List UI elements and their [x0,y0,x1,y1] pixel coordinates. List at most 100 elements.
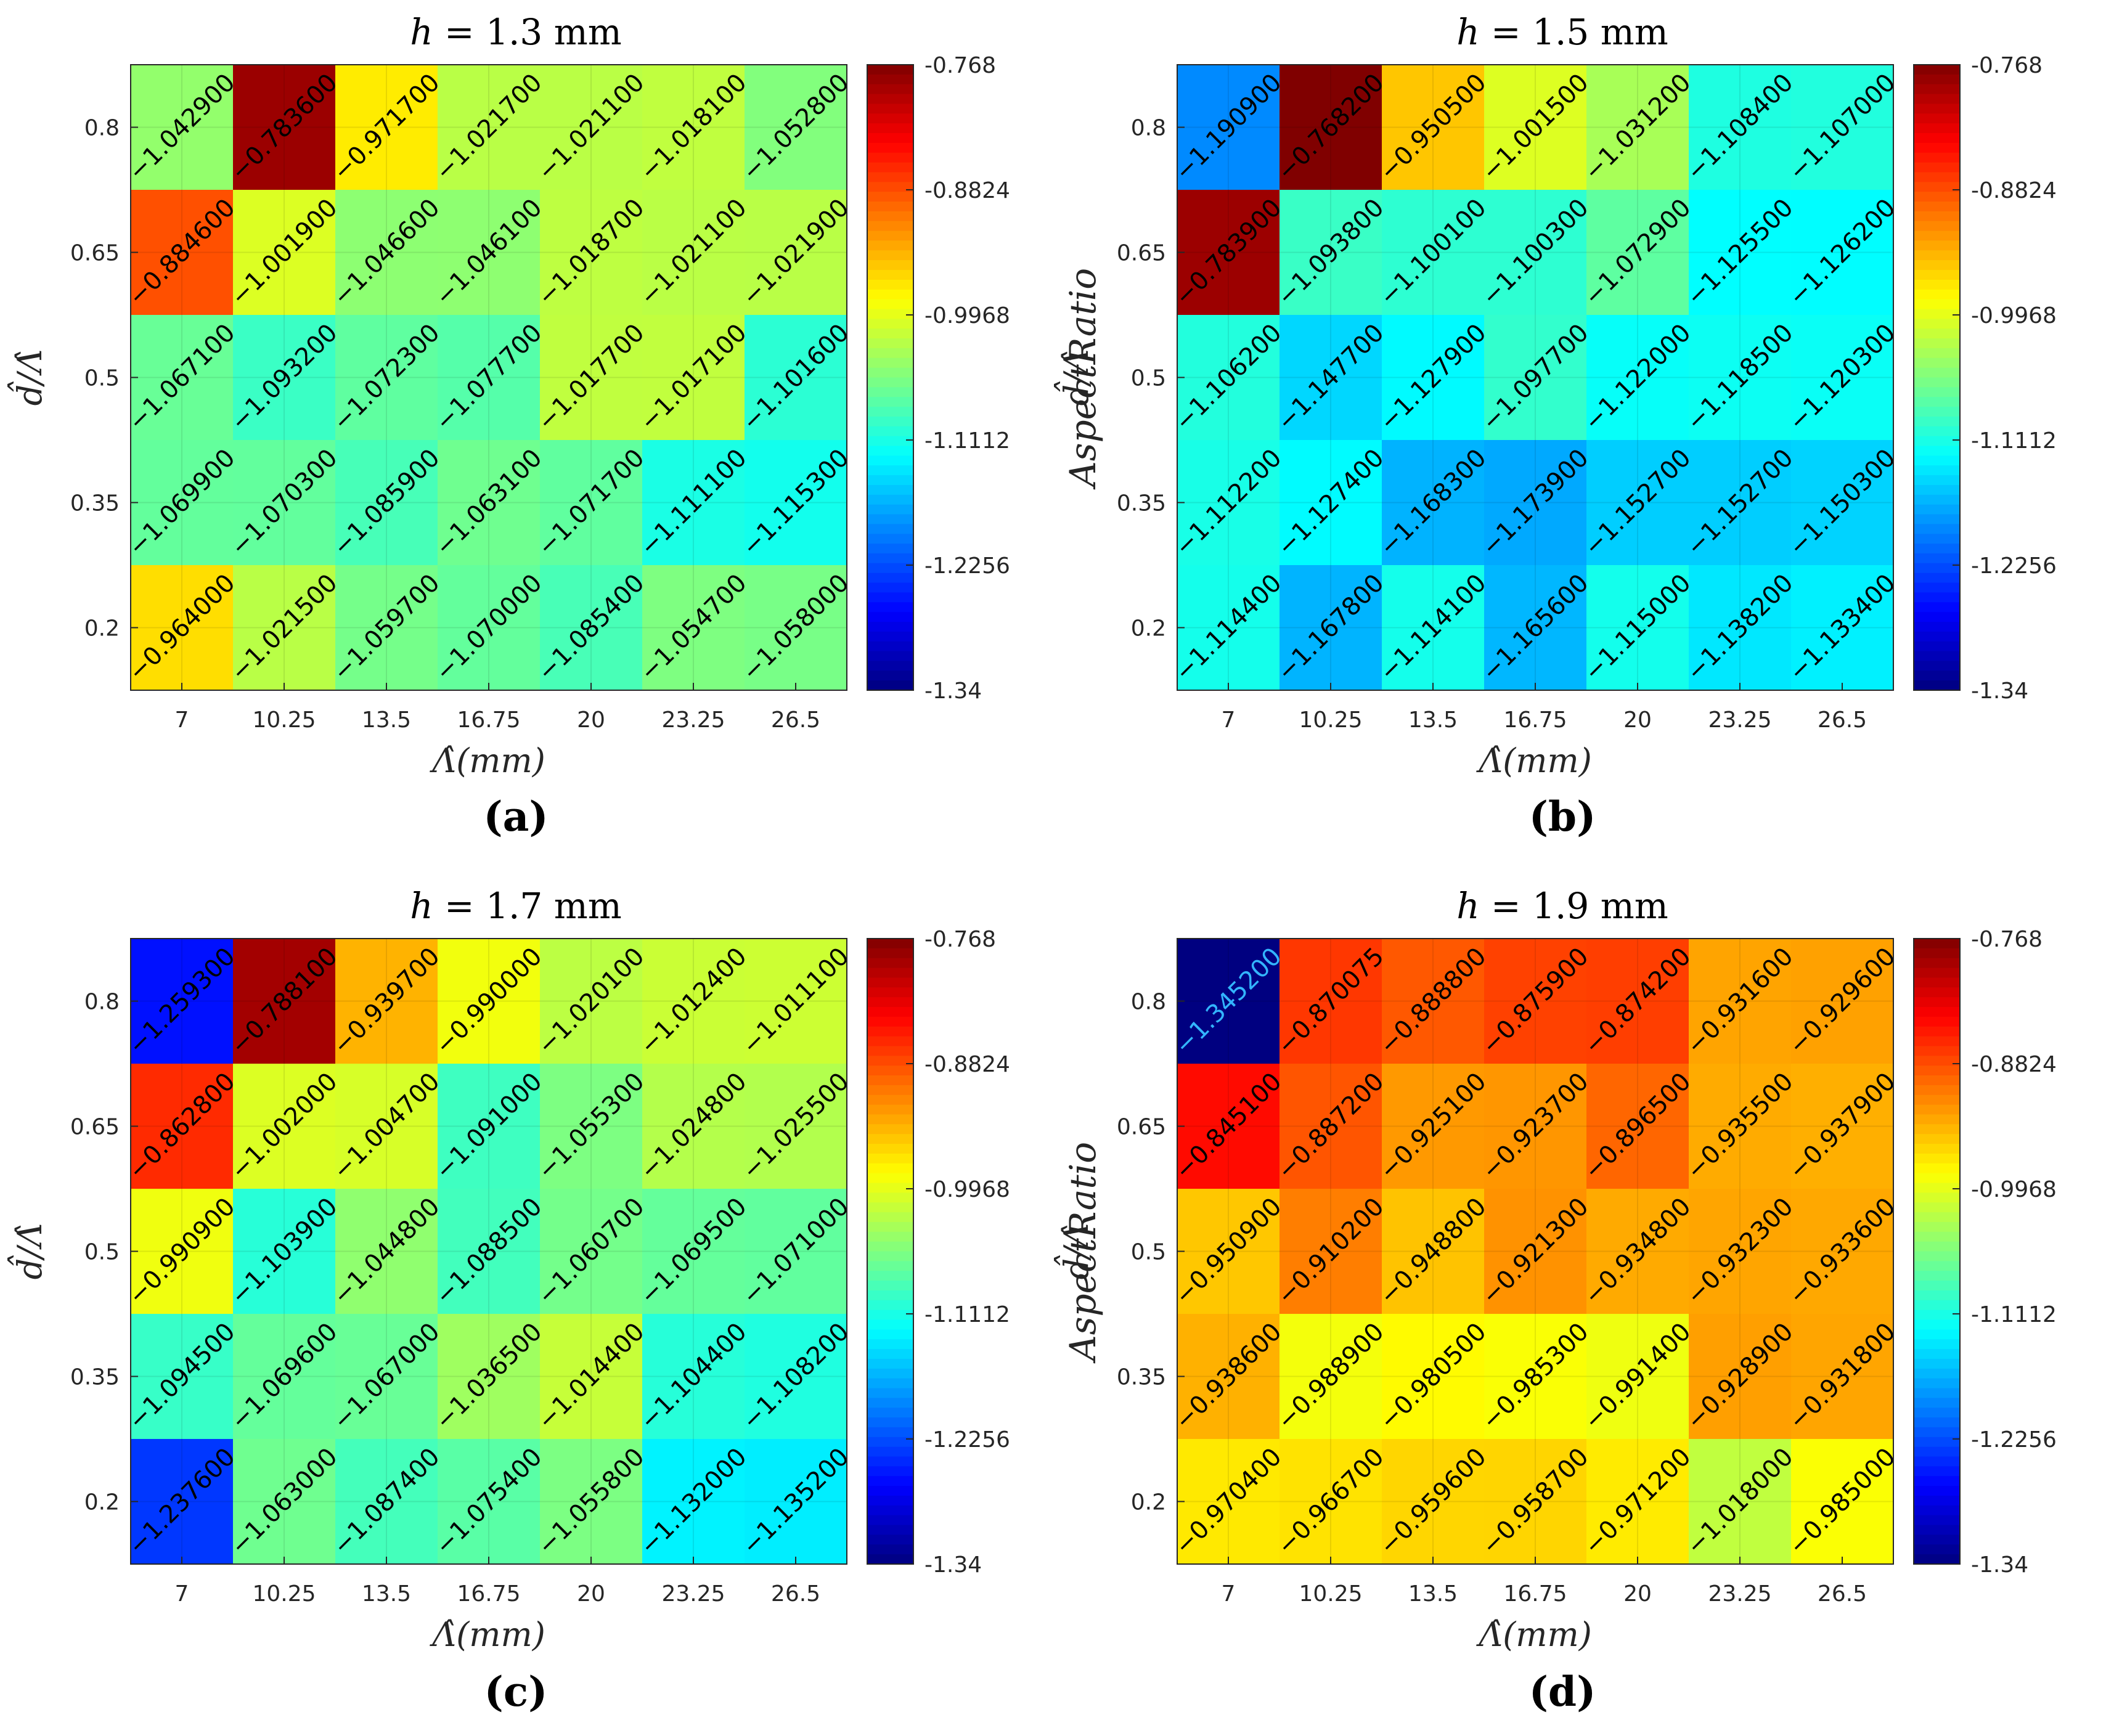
colorbar-segment [867,987,913,998]
colorbar-segment [867,1534,913,1546]
colorbar-segment [867,1251,913,1262]
colorbar-segment [867,416,913,427]
colorbar-segment [867,1408,913,1418]
colorbar-segment [1914,348,1960,359]
chart-title: h = 1.5 mm [1456,11,1668,53]
colorbar-segment [1914,377,1960,388]
colorbar-segment [1914,1388,1960,1399]
colorbar-segment [1914,260,1960,271]
heatmap-cell [1689,939,1792,1064]
heatmap-cell [1280,440,1382,566]
heatmap-cell [1586,1439,1689,1565]
heatmap-cell [1382,440,1485,566]
chart-title: h = 1.3 mm [410,11,622,53]
colorbar-segment [867,1427,913,1438]
colorbar-frame [1913,64,1961,691]
colorbar-segment [1914,1202,1960,1213]
heatmap-cell [1280,65,1382,190]
x-tick-label: 10.25 [252,1581,316,1607]
colorbar-segment [867,328,913,339]
heatmap-cell [1177,190,1280,316]
heatmap-cell [438,1314,541,1440]
colorbar-segment [867,240,913,251]
y-tick-label: 0.35 [1117,1365,1166,1390]
x-tick-label: 7 [1222,1581,1236,1607]
colorbar-segment [867,1300,913,1311]
heatmap-cell [642,1439,745,1565]
colorbar-segment [867,1349,913,1359]
panel-tag: (b) [1529,793,1596,841]
heatmap-cell [1791,1314,1894,1440]
colorbar-segment [1914,1231,1960,1242]
colorbar-segment [867,407,913,417]
colorbar-segment [1914,1300,1960,1311]
colorbar-segment [867,397,913,407]
heatmap-cell [1586,1314,1689,1440]
heatmap-cell [540,440,643,566]
heatmap-cell [335,939,438,1064]
colorbar-segment [867,1036,913,1047]
heatmap-cell [1791,1064,1894,1189]
colorbar-segment [867,426,913,437]
heatmap-cell [1689,1189,1792,1314]
heatmap-cell [642,939,745,1064]
y-tick-label: 0.65 [70,241,120,266]
heatmap-cell [233,315,336,441]
colorbar-segment [867,455,913,467]
colorbar-segment [867,631,913,642]
colorbar-segment [1914,152,1960,163]
colorbar-segment [867,1046,913,1057]
heatmap-cell [438,315,541,441]
colorbar-segment [1914,74,1960,85]
x-tick-label: 26.5 [1818,1581,1867,1607]
colorbar-segment [1914,1534,1960,1546]
y-tick-label: 0.5 [1131,366,1166,391]
x-tick-label: 20 [577,707,605,733]
colorbar-tick-label: -1.2256 [924,1427,1010,1453]
heatmap-cell [1484,939,1587,1064]
colorbar-segment [867,279,913,290]
heatmap-cell [1382,190,1485,316]
colorbar-segment [1914,1153,1960,1164]
colorbar-segment [1914,1505,1960,1516]
colorbar-segment [1914,1173,1960,1184]
heatmap-cell [1280,315,1382,441]
colorbar-segment [867,446,913,457]
colorbar-segment [1914,1026,1960,1037]
heatmap-cell [1484,565,1587,691]
colorbar-tick-label: -0.9968 [1971,1177,2057,1202]
heatmap-cell [1382,65,1485,190]
colorbar-segment [867,74,913,85]
heatmap-panel-3: h = 1.7 mm−1.259300−0.788100−0.939700−0.… [7,885,1104,1716]
colorbar-segment [1914,1554,1960,1565]
heatmap-cell [745,190,847,316]
colorbar-segment [1914,1094,1960,1106]
heatmap-cell [438,1064,541,1189]
heatmap-cell [1689,565,1792,691]
heatmap-cell [1280,939,1382,1064]
colorbar-segment [1914,939,1960,949]
x-tick-label: 16.75 [1503,707,1567,733]
title-variable: h [1456,11,1479,53]
heatmap-cell [745,565,847,691]
colorbar-segment [867,1476,913,1486]
x-axis-label: Λ̂(mm) [1475,1615,1592,1654]
colorbar-segment [867,1505,913,1516]
x-tick-label: 23.25 [661,1581,725,1607]
colorbar-segment [1914,1192,1960,1204]
colorbar-segment [867,1368,913,1379]
colorbar-segment [1914,1436,1960,1448]
title-value: = 1.9 mm [1480,885,1668,927]
colorbar-segment [867,84,913,95]
heatmap-cell [540,1064,643,1189]
colorbar-tick-label: -0.8824 [1971,178,2057,203]
heatmap-cell [1586,939,1689,1064]
colorbar-segment [867,602,913,613]
colorbar-segment [867,113,913,124]
colorbar-segment [867,142,913,153]
colorbar-segment [1914,182,1960,192]
colorbar-segment [1914,1241,1960,1252]
colorbar-segment [867,1525,913,1536]
colorbar-segment [867,1515,913,1526]
